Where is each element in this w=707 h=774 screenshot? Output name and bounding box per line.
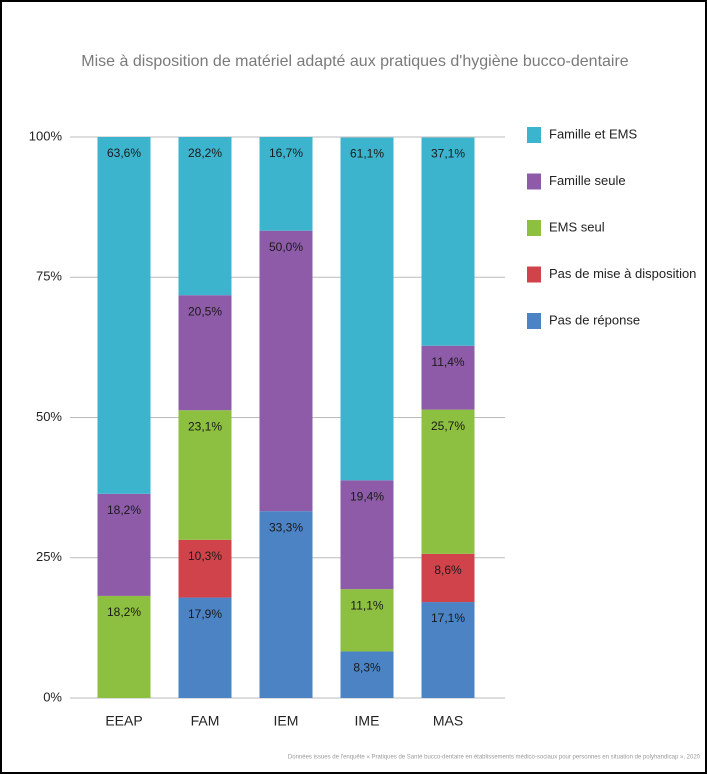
bar-segment [340, 651, 394, 698]
value-label: 8,3% [353, 661, 381, 675]
bar-segment [421, 553, 475, 603]
x-tick-label: EEAP [105, 713, 142, 729]
value-label: 16,7% [269, 146, 303, 160]
y-tick-label: 75% [36, 269, 62, 284]
value-label: 63,6% [107, 146, 141, 160]
value-label: 33,3% [269, 520, 303, 534]
x-tick-label: MAS [433, 713, 463, 729]
value-label: 25,7% [431, 419, 465, 433]
bar-segment [178, 410, 232, 540]
x-tick-label: IME [355, 713, 380, 729]
y-tick-label: 25% [36, 549, 62, 564]
bar-segment [178, 295, 232, 411]
value-label: 23,1% [188, 419, 222, 433]
y-tick-label: 100% [29, 128, 63, 143]
legend-swatch [527, 127, 541, 143]
value-label: 18,2% [107, 605, 141, 619]
bar-segment [421, 409, 475, 554]
legend-label: Famille et EMS [549, 126, 637, 141]
bar-segment [178, 597, 232, 698]
value-label: 11,4% [431, 355, 464, 369]
y-tick-label: 50% [36, 409, 62, 424]
value-label: 50,0% [269, 240, 303, 254]
value-label: 61,1% [350, 147, 384, 161]
value-label: 17,9% [188, 607, 222, 621]
legend-swatch [527, 266, 541, 283]
bar-segment [97, 595, 151, 698]
value-label: 17,1% [431, 611, 465, 625]
x-tick-label: FAM [191, 713, 220, 729]
legend-swatch [527, 173, 541, 190]
value-label: 10,3% [188, 549, 222, 563]
value-label: 20,5% [188, 304, 222, 318]
legend-swatch [527, 313, 541, 329]
bar-segment [97, 493, 151, 596]
legend-label: Pas de mise à disposition [549, 266, 696, 281]
bar-segment [340, 137, 394, 481]
value-label: 37,1% [431, 147, 465, 161]
bar-segment [178, 539, 232, 598]
bar-segment [178, 137, 232, 296]
value-label: 28,2% [188, 146, 222, 160]
legend-swatch [527, 220, 541, 236]
y-tick-label: 0% [43, 689, 62, 704]
bar-segment [421, 137, 475, 346]
value-label: 11,1% [350, 598, 383, 612]
bar-segment [259, 137, 313, 231]
value-label: 18,2% [107, 503, 141, 517]
chart-title: Mise à disposition de matériel adapté au… [81, 53, 628, 70]
legend-label: Pas de réponse [549, 312, 640, 327]
bar-segment [259, 511, 313, 698]
bar-segment [97, 137, 151, 494]
bar-segment [340, 480, 394, 590]
bar-segment [259, 230, 313, 512]
bar-segment [421, 602, 475, 698]
source-note: Données issues de l'enquête « Pratiques … [288, 755, 701, 761]
x-tick-label: IEM [274, 713, 299, 729]
value-label: 8,6% [434, 563, 462, 577]
bar-segment [340, 589, 394, 652]
bar-segment [421, 345, 475, 410]
legend-label: EMS seul [549, 219, 605, 234]
value-label: 19,4% [350, 490, 384, 504]
legend-label: Famille seule [549, 173, 626, 188]
